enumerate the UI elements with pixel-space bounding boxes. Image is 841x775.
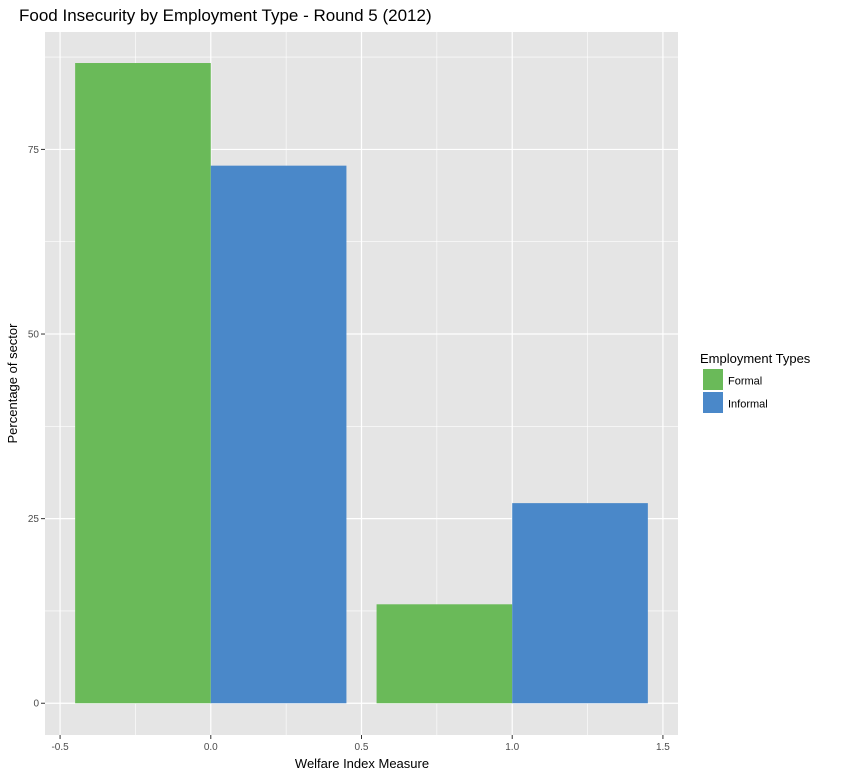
bar-informal-1 xyxy=(512,503,648,704)
legend-label-formal: Formal xyxy=(728,376,762,388)
legend-key-formal xyxy=(703,369,723,390)
x-tick-label: 1.5 xyxy=(656,742,670,753)
legend: Employment Types Formal Informal xyxy=(700,351,811,413)
x-axis: -0.5 0.0 0.5 1.0 1.5 xyxy=(51,735,670,753)
y-axis-title: Percentage of sector xyxy=(5,323,20,444)
x-tick-label: 0.0 xyxy=(204,742,218,753)
x-tick-label: -0.5 xyxy=(51,742,69,753)
y-tick-label: 25 xyxy=(28,514,40,525)
bar-formal-0 xyxy=(75,63,211,704)
y-tick-label: 50 xyxy=(28,330,40,341)
x-tick-label: 0.5 xyxy=(355,742,369,753)
x-axis-title: Welfare Index Measure xyxy=(295,756,429,771)
y-axis: 0 25 50 75 xyxy=(28,145,45,710)
y-tick-label: 75 xyxy=(28,145,40,156)
bars xyxy=(75,63,648,704)
legend-label-informal: Informal xyxy=(728,399,768,411)
y-tick-label: 0 xyxy=(33,699,39,710)
bar-informal-0 xyxy=(210,165,347,704)
x-tick-label: 1.0 xyxy=(505,742,519,753)
legend-key-informal xyxy=(703,392,723,413)
bar-formal-1 xyxy=(376,604,513,704)
legend-title: Employment Types xyxy=(700,351,811,366)
chart-title: Food Insecurity by Employment Type - Rou… xyxy=(19,6,432,25)
